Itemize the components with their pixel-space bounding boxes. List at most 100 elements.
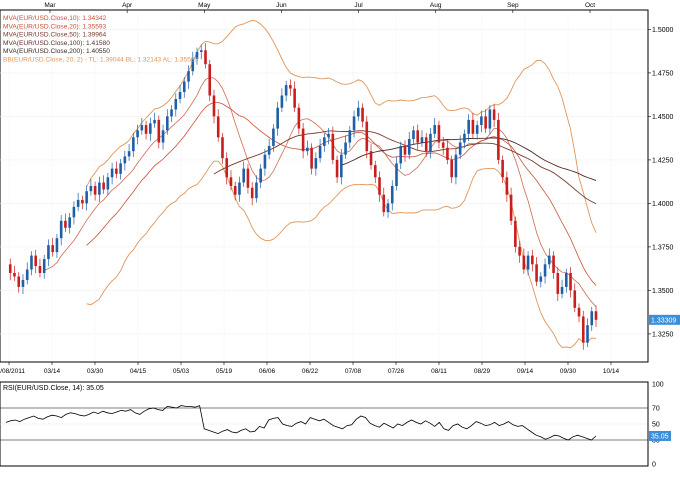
candle-body: [21, 279, 25, 287]
rsi-grid: [0, 407, 648, 441]
candle-body: [187, 71, 190, 82]
candle-body: [30, 255, 33, 270]
candle-body: [399, 145, 403, 164]
candle-body: [395, 163, 398, 186]
candle-body: [263, 154, 267, 169]
month-label: Sep: [507, 2, 519, 9]
candle-body: [475, 125, 479, 134]
candle-body: [560, 286, 564, 294]
date-tick-label: 06/06: [259, 368, 276, 375]
date-tick-label: 09/14: [517, 368, 534, 375]
candle-body: [327, 133, 330, 138]
candle-body: [225, 158, 229, 178]
candle-body: [497, 119, 500, 160]
candle-body: [522, 255, 526, 270]
candle-body: [412, 130, 415, 140]
candle-body: [106, 177, 110, 190]
candle-body: [564, 273, 568, 287]
candle-body: [390, 186, 394, 204]
mva-20-line: [86, 102, 597, 286]
candle-body: [318, 145, 322, 159]
candle-body: [267, 145, 271, 155]
candle-body: [272, 128, 275, 146]
rsi-tick-label: 70: [652, 406, 660, 413]
date-tick-label: 02/08/2011: [0, 368, 25, 375]
candle-body: [331, 133, 335, 160]
month-label: May: [198, 2, 211, 9]
candle-body: [208, 64, 212, 96]
candle-body: [335, 159, 339, 178]
candle-body: [539, 276, 543, 282]
date-tick-label: 08/29: [474, 368, 491, 375]
candle-body: [81, 199, 84, 204]
candle-body: [259, 168, 262, 183]
candle-body: [161, 130, 165, 143]
candle-body: [488, 109, 492, 129]
legend: MVA(EUR/USD.Close,10): 1.34342MVA(EUR/US…: [3, 15, 199, 64]
candle-body: [526, 255, 530, 270]
rsi-current-badge: [649, 430, 671, 441]
date-tick-label: 03/14: [44, 368, 61, 375]
month-axis: Mar Apr May Jun Jul Aug Sep Oct: [44, 2, 595, 13]
current-price-label: 1.33309: [651, 317, 676, 324]
legend-entry: MVA(EUR/USD.Close,50): 1.39964: [3, 32, 107, 39]
rsi-line: [5, 405, 597, 441]
rsi-axis: 100 70 50 30 0 35.05: [649, 382, 671, 469]
price-tick-label: 1.3250: [652, 331, 674, 338]
candle-body: [123, 156, 127, 164]
candle-body: [314, 158, 318, 169]
candle-body: [13, 273, 16, 277]
candle-body: [25, 269, 29, 280]
candle-body: [386, 203, 390, 213]
price-tick-label: 1.4000: [652, 201, 674, 208]
bollinger-upper: [86, 19, 597, 233]
candle-body: [216, 116, 220, 138]
candle-body: [64, 220, 67, 228]
price-tick-label: 1.4250: [652, 157, 674, 164]
candle-body: [204, 50, 207, 65]
candle-body: [586, 325, 589, 343]
rsi-current-label: 35.05: [651, 433, 669, 440]
candle-body: [407, 139, 411, 155]
candle-body: [38, 266, 42, 273]
rsi-tick-label: 30: [652, 438, 660, 445]
candle-body: [165, 116, 169, 131]
candle-body: [301, 128, 305, 152]
candle-body: [119, 163, 122, 174]
candle-body: [182, 81, 186, 93]
candle-body: [552, 255, 555, 273]
candle-body: [246, 168, 250, 188]
candle-body: [255, 182, 258, 199]
candle-body: [450, 159, 453, 178]
month-label: Oct: [585, 2, 595, 9]
rsi-tick-label: 50: [652, 422, 660, 429]
candle-body: [93, 186, 97, 195]
candle-body: [323, 137, 326, 146]
candle-body: [531, 255, 534, 265]
candle-body: [102, 182, 105, 190]
candle-body: [454, 154, 458, 178]
candle-body: [132, 137, 135, 152]
month-label: Mar: [44, 2, 56, 9]
candle-body: [297, 107, 301, 129]
candle-body: [170, 109, 173, 117]
candle-body: [293, 88, 296, 108]
candlesticks: [8, 43, 598, 350]
candle-body: [382, 194, 386, 213]
month-label: Apr: [122, 2, 133, 9]
candle-body: [233, 186, 237, 195]
candle-body: [140, 125, 144, 131]
candle-body: [76, 199, 80, 207]
candle-body: [115, 168, 118, 174]
price-tick-label: 1.4500: [652, 114, 674, 121]
candle-body: [424, 137, 428, 152]
candle-body: [441, 142, 445, 148]
mva-10-line: [44, 76, 597, 307]
candle-body: [433, 125, 437, 134]
candle-body: [199, 50, 203, 53]
candle-body: [34, 255, 38, 267]
candle-body: [191, 58, 195, 72]
candle-body: [501, 159, 504, 178]
